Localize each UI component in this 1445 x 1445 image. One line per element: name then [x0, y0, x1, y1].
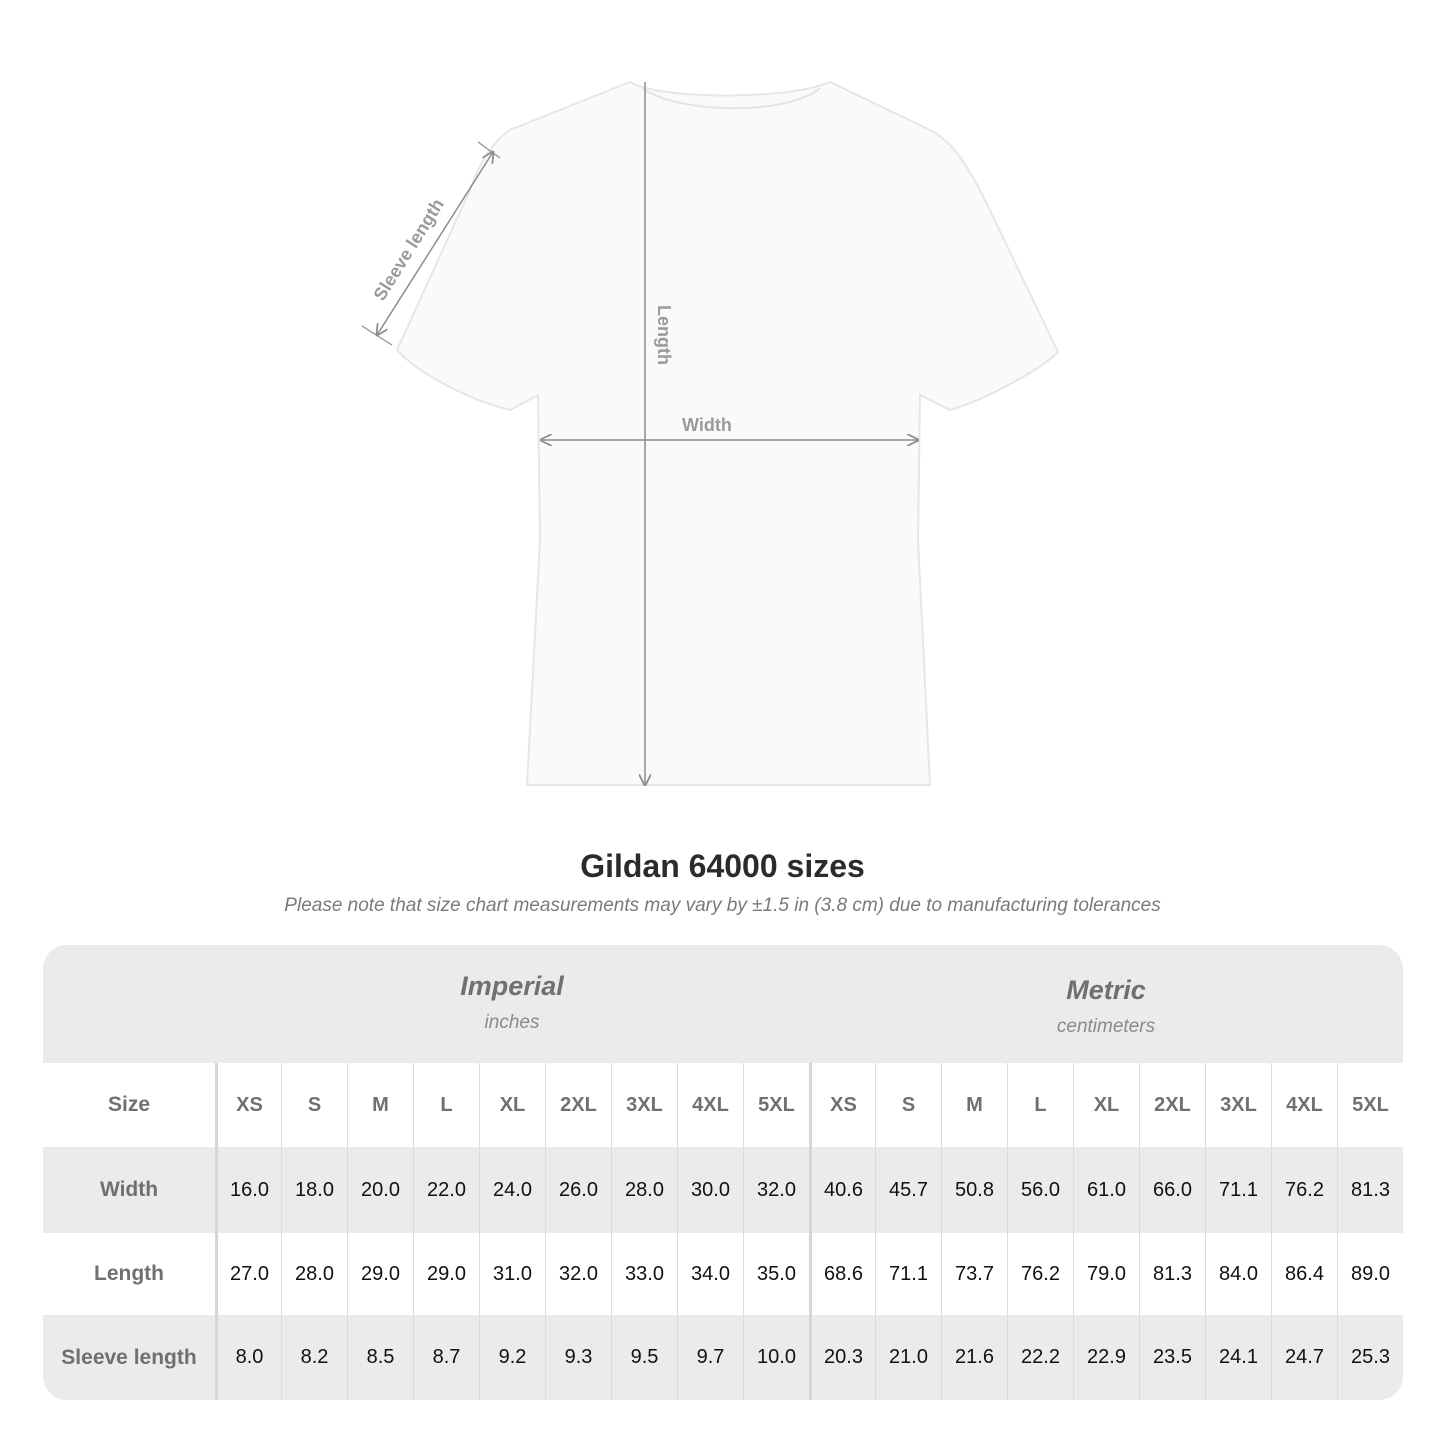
- cell-imperial: 28.0: [281, 1233, 347, 1315]
- cell-imperial: 35.0: [743, 1233, 809, 1315]
- page-title: Gildan 64000 sizes: [580, 848, 865, 884]
- cell-metric: 24.1: [1205, 1315, 1271, 1400]
- cell-imperial: 29.0: [347, 1233, 413, 1315]
- size-header-imperial: 4XL: [677, 1063, 743, 1147]
- size-header-metric: 3XL: [1205, 1063, 1271, 1147]
- size-header-imperial: 2XL: [545, 1063, 611, 1147]
- size-header-imperial: S: [281, 1063, 347, 1147]
- size-table: Imperial inches Metric centimeters Size X…: [43, 945, 1403, 1400]
- cell-metric: 84.0: [1205, 1233, 1271, 1315]
- cell-imperial: 9.3: [545, 1315, 611, 1400]
- size-header-imperial: L: [413, 1063, 479, 1147]
- cell-imperial: 16.0: [215, 1147, 281, 1233]
- imperial-title: Imperial: [460, 971, 564, 1001]
- sleeve-arrow: [377, 152, 493, 335]
- cell-metric: 25.3: [1337, 1315, 1403, 1400]
- cell-metric: 71.1: [1205, 1147, 1271, 1233]
- cell-imperial: 9.7: [677, 1315, 743, 1400]
- cell-imperial: 8.5: [347, 1315, 413, 1400]
- cell-metric: 66.0: [1139, 1147, 1205, 1233]
- cell-metric: 22.9: [1073, 1315, 1139, 1400]
- cell-imperial: 32.0: [743, 1147, 809, 1233]
- cell-imperial: 28.0: [611, 1147, 677, 1233]
- size-header-imperial: 3XL: [611, 1063, 677, 1147]
- imperial-unit: inches: [484, 1012, 540, 1033]
- cell-metric: 22.2: [1007, 1315, 1073, 1400]
- cell-imperial: 30.0: [677, 1147, 743, 1233]
- cell-imperial: 18.0: [281, 1147, 347, 1233]
- cell-metric: 40.6: [809, 1147, 875, 1233]
- cell-imperial: 33.0: [611, 1233, 677, 1315]
- cell-metric: 61.0: [1073, 1147, 1139, 1233]
- row-label: Size: [107, 1093, 151, 1116]
- cell-metric: 45.7: [875, 1147, 941, 1233]
- imperial-header: Imperial inches: [215, 945, 809, 1089]
- cell-metric: 76.2: [1007, 1233, 1073, 1315]
- size-header-imperial: XL: [479, 1063, 545, 1147]
- row-label: Length: [94, 1262, 164, 1285]
- size-header-metric: XS: [809, 1063, 875, 1147]
- size-header-imperial: 5XL: [743, 1063, 809, 1147]
- cell-metric: 71.1: [875, 1233, 941, 1315]
- width-label: Width: [682, 415, 732, 435]
- cell-imperial: 32.0: [545, 1233, 611, 1315]
- cell-imperial: 10.0: [743, 1315, 809, 1400]
- metric-header: Metric centimeters: [809, 945, 1403, 1093]
- cell-metric: 73.7: [941, 1233, 1007, 1315]
- size-header-metric: 5XL: [1337, 1063, 1403, 1147]
- table-row: Sleeve length 8.0 8.2 8.5 8.7 9.2 9.3 9.5 9.7 10.…: [43, 1315, 1403, 1400]
- size-header-imperial: XS: [215, 1063, 281, 1147]
- cell-metric: 86.4: [1271, 1233, 1337, 1315]
- cell-metric: 50.8: [941, 1147, 1007, 1233]
- tshirt-diagram: Sleeve length Length Width: [361, 80, 1060, 840]
- size-header-metric: XL: [1073, 1063, 1139, 1147]
- cell-metric: 24.7: [1271, 1315, 1337, 1400]
- table-row: Width 16.0 18.0 20.0 22.0 24.0 26.0 28.0 30.0 32.…: [43, 1147, 1403, 1233]
- cell-imperial: 9.2: [479, 1315, 545, 1400]
- size-header-metric: L: [1007, 1063, 1073, 1147]
- cell-imperial: 22.0: [413, 1147, 479, 1233]
- cell-metric: 23.5: [1139, 1315, 1205, 1400]
- cell-metric: 76.2: [1271, 1147, 1337, 1233]
- tshirt-shape: [395, 80, 1060, 786]
- cell-imperial: 29.0: [413, 1233, 479, 1315]
- row-label: Sleeve length: [61, 1345, 197, 1369]
- cell-imperial: 26.0: [545, 1147, 611, 1233]
- cell-imperial: 24.0: [479, 1147, 545, 1233]
- metric-unit: centimeters: [1056, 1016, 1156, 1037]
- cell-metric: 81.3: [1337, 1147, 1403, 1233]
- cell-imperial: 8.7: [413, 1315, 479, 1400]
- size-header-metric: 4XL: [1271, 1063, 1337, 1147]
- length-label: Length: [654, 305, 674, 365]
- cell-imperial: 9.5: [611, 1315, 677, 1400]
- size-header-metric: M: [941, 1063, 1007, 1147]
- size-header-row: Size XS S M L XL 2XL 3XL 4XL 5XL XS S M L XL 2XL 3XL 4XL 5…: [43, 1063, 1403, 1147]
- cell-imperial: 8.0: [215, 1315, 281, 1400]
- cell-metric: 89.0: [1337, 1233, 1403, 1315]
- cell-imperial: 31.0: [479, 1233, 545, 1315]
- size-header-metric: 2XL: [1139, 1063, 1205, 1147]
- metric-title: Metric: [1066, 975, 1146, 1005]
- row-label: Width: [99, 1178, 159, 1201]
- cell-imperial: 27.0: [215, 1233, 281, 1315]
- table-row: Length 27.0 28.0 29.0 29.0 31.0 32.0 33.0 34.0 35…: [43, 1233, 1403, 1315]
- cell-metric: 21.0: [875, 1315, 941, 1400]
- cell-metric: 81.3: [1139, 1233, 1205, 1315]
- cell-metric: 79.0: [1073, 1233, 1139, 1315]
- cell-metric: 56.0: [1007, 1147, 1073, 1233]
- size-header-metric: S: [875, 1063, 941, 1147]
- cell-imperial: 34.0: [677, 1233, 743, 1315]
- cell-metric: 20.3: [809, 1315, 875, 1400]
- cell-imperial: 20.0: [347, 1147, 413, 1233]
- size-header-imperial: M: [347, 1063, 413, 1147]
- tolerance-note: Please note that size chart measurements…: [284, 895, 1161, 916]
- cell-metric: 21.6: [941, 1315, 1007, 1400]
- cell-imperial: 8.2: [281, 1315, 347, 1400]
- cell-metric: 68.6: [809, 1233, 875, 1315]
